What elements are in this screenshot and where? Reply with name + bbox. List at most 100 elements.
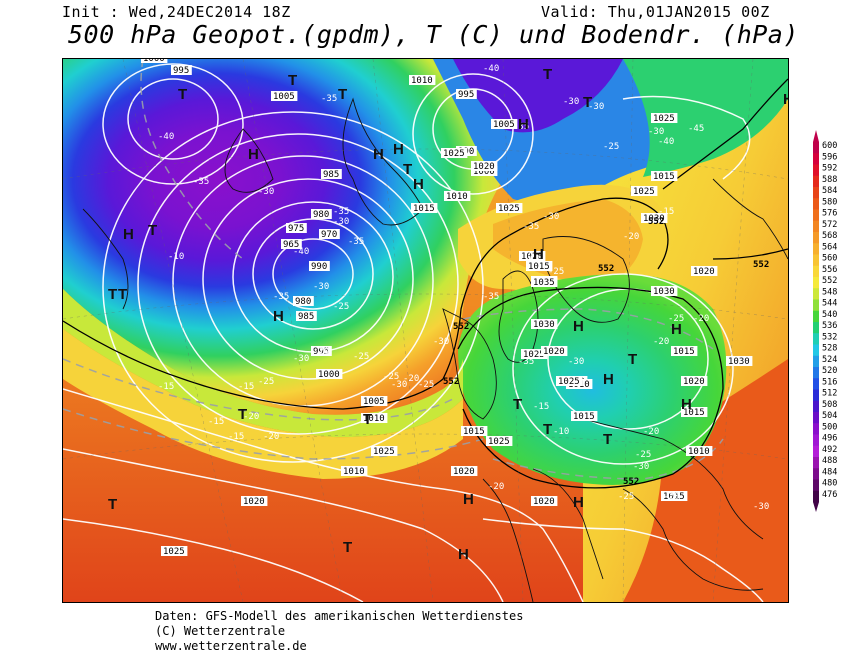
scale-tick-label: 600 (822, 141, 837, 151)
scale-tick-label: 496 (822, 434, 837, 444)
scale-swatch (813, 153, 819, 165)
footer: Daten: GFS-Modell des amerikanischen Wet… (155, 609, 523, 654)
pressure-center-label: H (573, 318, 584, 335)
temperature-label: -20 (643, 427, 659, 437)
scale-tick-label: 480 (822, 479, 837, 489)
scale-tick-label: 572 (822, 220, 837, 230)
isobar-label: 985 (298, 312, 314, 322)
coastlines (82, 97, 788, 602)
temperature-label: -15 (208, 417, 224, 427)
copyright-text: (C) Wetterzentrale (155, 624, 286, 638)
isobar-label-bg (141, 59, 168, 63)
scale-swatch (813, 322, 819, 334)
temperature-label: -35 (483, 292, 499, 302)
pressure-center-label: T (108, 496, 117, 513)
temperature-label: -30 (568, 357, 584, 367)
isobar-label-bg (651, 286, 678, 296)
pressure-center-label: T (238, 406, 247, 423)
geopotential-label: 552 (648, 217, 664, 227)
temperature-label: -25 (353, 352, 369, 362)
isobar-label: 1025 (443, 149, 465, 159)
scale-swatch (813, 412, 819, 424)
isobar-label-bg (526, 261, 553, 271)
scale-swatch (813, 142, 819, 154)
pressure-center-label: T (543, 66, 552, 83)
color-scale-legend: 600 596 592 588 584 580 576 572 568 564 560 556 552 5… (810, 130, 850, 525)
temperature-label: -20 (623, 232, 639, 242)
website-link[interactable]: www.wetterzentrale.de (155, 639, 307, 653)
isobar-label: 1030 (653, 287, 675, 297)
isobar-label: 980 (295, 297, 311, 307)
isobar-label: 1015 (413, 204, 435, 214)
isobar-label-bg (171, 65, 192, 75)
arctic-core (453, 59, 623, 133)
isobar-label-bg (409, 75, 436, 85)
temperature-label: -30 (648, 127, 664, 137)
isobar-label-bg (361, 396, 388, 406)
pressure-center-label: H (533, 246, 544, 263)
temperature-label: -25 (603, 142, 619, 152)
temperature-label: -30 (313, 282, 329, 292)
temperature-label: -20 (663, 492, 679, 502)
pressure-center-label: H (123, 226, 134, 243)
isobar-label-bg (651, 113, 678, 123)
scale-tick-label: 580 (822, 197, 837, 207)
isobar-label: 1010 (343, 467, 365, 477)
geopotential-label: 552 (443, 377, 459, 387)
isobar-label: 1025 (653, 114, 675, 124)
isobar-label: 1000 (143, 59, 165, 64)
isobar-label-bg (296, 311, 317, 321)
isobar-label-bg (531, 319, 558, 329)
isobar-label: 1000 (318, 370, 340, 380)
pressure-center-label: T (343, 539, 352, 556)
pressure-center-label: T (403, 161, 412, 178)
temperature-label: -30 (588, 102, 604, 112)
pressure-center-label: H (671, 321, 682, 338)
isobar-label-bg (281, 239, 302, 249)
scale-swatch (813, 367, 819, 379)
temperature-label: -40 (158, 132, 174, 142)
scale-swatch (813, 198, 819, 210)
pressure-center-label: T (363, 411, 372, 428)
temperature-label: -35 (273, 292, 289, 302)
temperature-label: -30 (543, 212, 559, 222)
temperature-label: -25 (418, 380, 434, 390)
temperature-label: -15 (658, 207, 674, 217)
scale-tick-label: 500 (822, 422, 837, 432)
temperature-label: -15 (228, 432, 244, 442)
isobar-label: 1020 (683, 377, 705, 387)
isobar-label: 1015 (653, 172, 675, 182)
scale-min-arrow (813, 502, 819, 512)
isobar-label-bg (321, 169, 342, 179)
pressure-center-label: H (248, 146, 259, 163)
temperature-label: -30 (633, 462, 649, 472)
scale-swatch (813, 288, 819, 300)
scale-tick-label: 548 (822, 287, 837, 297)
temperature-label: -15 (533, 402, 549, 412)
temperature-label: -35 (518, 357, 534, 367)
isobar-label-bg (681, 407, 708, 417)
pressure-center-label: T (583, 94, 592, 111)
scale-swatch (813, 310, 819, 323)
scale-tick-label: 536 (822, 321, 837, 331)
temperature-label: -40 (293, 247, 309, 257)
temperature-label: -35 (348, 237, 364, 247)
isobar-label: 1020 (693, 267, 715, 277)
scale-tick-label: 588 (822, 175, 837, 185)
isobar-label: 975 (288, 224, 304, 234)
pressure-center-label: H (393, 141, 404, 158)
temperature-label: -25 (618, 492, 634, 502)
pressure-center-label: T (148, 222, 157, 239)
scale-tick-label: 596 (822, 152, 837, 162)
isobar-label-bg (311, 346, 332, 356)
isobar-label-bg (371, 446, 398, 456)
scale-tick-label: 560 (822, 254, 837, 264)
init-time: Init : Wed,24DEC2014 18Z (62, 3, 291, 21)
temperature-label: -20 (263, 432, 279, 442)
isobar-label-bg (444, 191, 471, 201)
scale-tick-label: 520 (822, 366, 837, 376)
temperature-label: -30 (258, 187, 274, 197)
scale-swatch (813, 434, 819, 447)
isobar-label-bg (319, 229, 340, 239)
temperature-label: -25 (635, 450, 651, 460)
